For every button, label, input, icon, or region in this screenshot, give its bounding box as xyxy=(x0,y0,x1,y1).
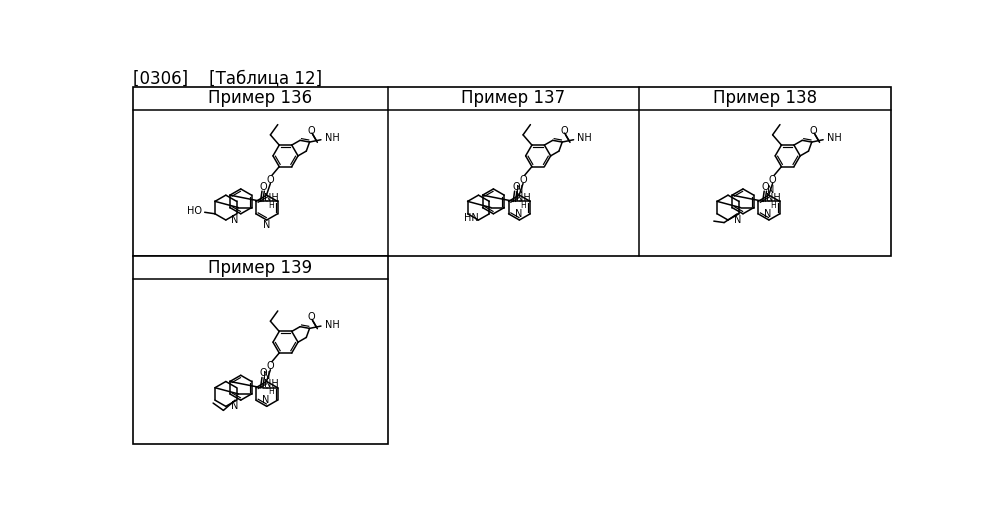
Text: H: H xyxy=(520,200,526,210)
Text: N: N xyxy=(263,220,271,231)
Text: N: N xyxy=(764,209,771,219)
Text: O: O xyxy=(762,181,769,191)
Text: NH: NH xyxy=(827,133,842,143)
Text: HN: HN xyxy=(464,213,479,223)
Text: [0306]    [Таблица 12]: [0306] [Таблица 12] xyxy=(133,69,322,87)
Text: HO: HO xyxy=(187,206,202,215)
Text: N: N xyxy=(515,185,523,195)
Text: N: N xyxy=(232,215,239,225)
Text: O: O xyxy=(769,175,776,185)
Bar xyxy=(133,87,891,256)
Text: NH: NH xyxy=(264,379,279,389)
Text: H: H xyxy=(268,387,274,396)
Text: N: N xyxy=(767,185,774,195)
Text: Пример 136: Пример 136 xyxy=(208,89,312,107)
Text: NH: NH xyxy=(766,192,780,203)
Text: N: N xyxy=(733,215,741,225)
Text: O: O xyxy=(519,175,526,185)
Text: Пример 137: Пример 137 xyxy=(462,89,565,107)
Text: O: O xyxy=(260,368,268,378)
Text: N: N xyxy=(262,395,270,405)
Text: N: N xyxy=(232,401,239,411)
Text: H: H xyxy=(268,200,274,210)
Text: O: O xyxy=(809,126,817,135)
Text: Пример 139: Пример 139 xyxy=(208,258,312,277)
Text: NH: NH xyxy=(516,192,530,203)
Text: O: O xyxy=(267,175,274,185)
Bar xyxy=(133,256,388,444)
Text: O: O xyxy=(308,126,315,135)
Text: O: O xyxy=(512,181,520,191)
Text: O: O xyxy=(267,361,274,371)
Text: N: N xyxy=(514,209,522,219)
Text: O: O xyxy=(260,181,268,191)
Text: O: O xyxy=(308,312,315,322)
Text: NH: NH xyxy=(325,320,340,329)
Text: NH: NH xyxy=(264,192,279,203)
Text: N: N xyxy=(263,371,271,381)
Text: NH: NH xyxy=(577,133,592,143)
Text: O: O xyxy=(560,126,567,135)
Text: NH: NH xyxy=(325,133,340,143)
Text: Пример 138: Пример 138 xyxy=(713,89,817,107)
Text: H: H xyxy=(770,200,776,210)
